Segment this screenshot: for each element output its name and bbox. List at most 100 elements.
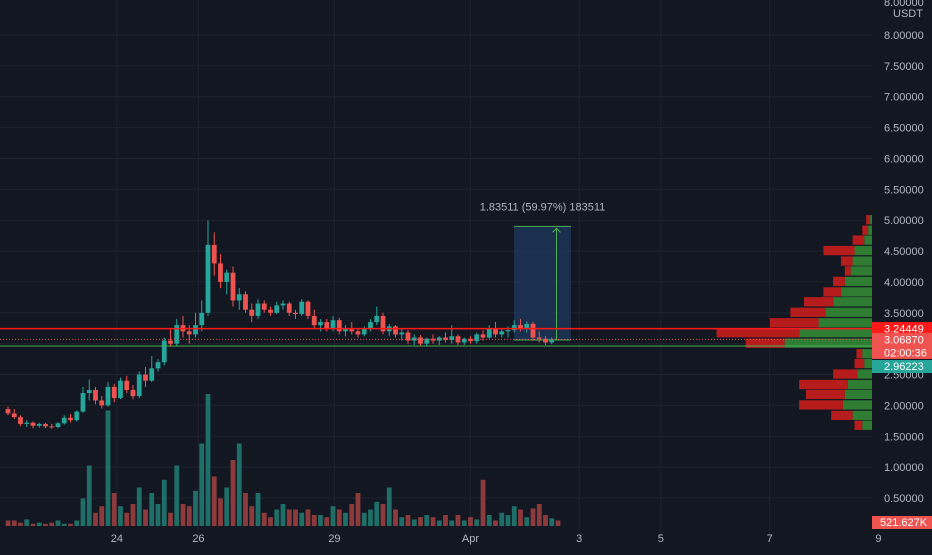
green-line-tag: [872, 359, 932, 373]
candle-body: [174, 325, 180, 344]
candle-body: [436, 337, 442, 341]
profile-bar-up: [864, 235, 872, 245]
volume-bar: [493, 520, 498, 526]
currency-unit: USDT: [893, 8, 923, 20]
candle-body: [518, 325, 523, 329]
volume-bar: [180, 504, 186, 526]
candle-body: [343, 328, 348, 332]
last-price-tag: [872, 332, 932, 359]
candle-body: [499, 331, 505, 335]
volume-bar: [36, 522, 42, 526]
candle-body: [530, 323, 536, 338]
time-axis[interactable]: 242629Apr357912: [111, 533, 932, 545]
horizontal-lines[interactable]: [0, 327, 872, 347]
candle-body: [111, 386, 117, 398]
price-axis[interactable]: 8.00000 USDT 7.50000 7.00000 6.50000 6.0000…: [872, 0, 932, 550]
price-tick-label: 1.00000: [884, 462, 924, 474]
candle-body: [118, 380, 123, 398]
candle-body: [80, 393, 86, 412]
candle-body: [224, 272, 230, 282]
volume-bar: [330, 506, 336, 526]
candle-body: [36, 423, 42, 426]
profile-bar-down: [833, 276, 845, 287]
volume-bar: [543, 515, 548, 526]
candle-body: [511, 325, 517, 331]
candle-body: [480, 334, 486, 338]
volume-bar: [380, 504, 386, 526]
grid: [0, 0, 879, 540]
volume-bar: [293, 509, 298, 526]
measure-box[interactable]: [514, 226, 571, 340]
volume-bar: [74, 520, 80, 526]
volume-bar: [80, 498, 86, 526]
time-tick-label: Apr: [462, 533, 479, 545]
candle-body: [236, 294, 242, 301]
volume-bar: [68, 523, 73, 526]
volume-bar: [186, 506, 192, 526]
profile-bar-up: [864, 358, 872, 369]
candle-body: [399, 332, 405, 335]
volume-bar: [324, 517, 330, 526]
range-measure[interactable]: 1.83511 (59.97%) 183511: [480, 201, 606, 341]
candle-body: [268, 309, 273, 313]
candle-body: [124, 380, 130, 390]
green-line-tag-text: 2.96223: [884, 361, 924, 373]
profile-bar-up: [868, 225, 872, 235]
volume-bar: [105, 410, 111, 526]
volume-bar: [549, 518, 555, 526]
volume-bar: [405, 515, 411, 526]
candle-body: [193, 325, 198, 335]
price-tick-label: 8.00000: [884, 30, 924, 42]
candle-body: [543, 338, 548, 343]
price-tick-label: 4.00000: [884, 277, 924, 289]
profile-bar-down: [854, 420, 863, 430]
red-line-tag-text: 3.24449: [884, 324, 924, 336]
time-tick-label: 24: [111, 533, 123, 545]
candle-body: [311, 315, 317, 326]
candle-body: [299, 301, 305, 315]
profile-bar-down: [745, 338, 785, 348]
profile-bar-up: [833, 297, 872, 307]
profile-bar-down: [854, 358, 865, 369]
volume-bar: [411, 519, 417, 526]
candle-body: [405, 332, 411, 341]
volume-bar: [299, 512, 305, 526]
profile-bar-down: [799, 379, 848, 390]
volume-bar: [218, 498, 223, 526]
volume-bar: [199, 443, 205, 526]
price-tick-label: 6.50000: [884, 123, 924, 135]
countdown-tag-text: 02:00:36: [884, 347, 927, 359]
volume-bar: [49, 522, 55, 526]
volume-bar: [518, 509, 523, 526]
profile-bar-up: [852, 256, 872, 266]
volume-bar: [468, 517, 473, 526]
price-tick-label: 0.50000: [884, 493, 924, 505]
volume-bar: [224, 487, 230, 526]
candle-body: [393, 326, 398, 335]
volume-bar: [155, 504, 161, 526]
volume-bar: [43, 523, 48, 526]
volume-bar: [393, 509, 398, 526]
price-tick-label: 3.50000: [884, 308, 924, 320]
volume-bar: [86, 465, 92, 526]
price-ticks: 7.50000 7.00000 6.50000 6.00000 5.50000 5.000…: [884, 30, 924, 505]
candle-body: [74, 411, 80, 421]
profile-bar-down: [866, 215, 871, 225]
profile-bar-down: [844, 266, 851, 276]
volume-bar: [261, 512, 267, 526]
volume-bar: [424, 515, 430, 526]
profile-bar-up: [847, 379, 872, 390]
price-tick-label: 4.50000: [884, 246, 924, 258]
profile-bar-up: [842, 400, 872, 410]
volume-tag-text: 521.627K: [880, 517, 928, 529]
profile-bar-up: [862, 420, 872, 430]
price-tick-label: 2.00000: [884, 400, 924, 412]
price-tick-label: 7.00000: [884, 92, 924, 104]
candle-body: [336, 320, 342, 332]
volume-bar: [5, 520, 11, 526]
price-axis-top-label: 8.00000: [884, 0, 924, 9]
candle-body: [549, 339, 555, 343]
candle-body: [455, 336, 461, 343]
